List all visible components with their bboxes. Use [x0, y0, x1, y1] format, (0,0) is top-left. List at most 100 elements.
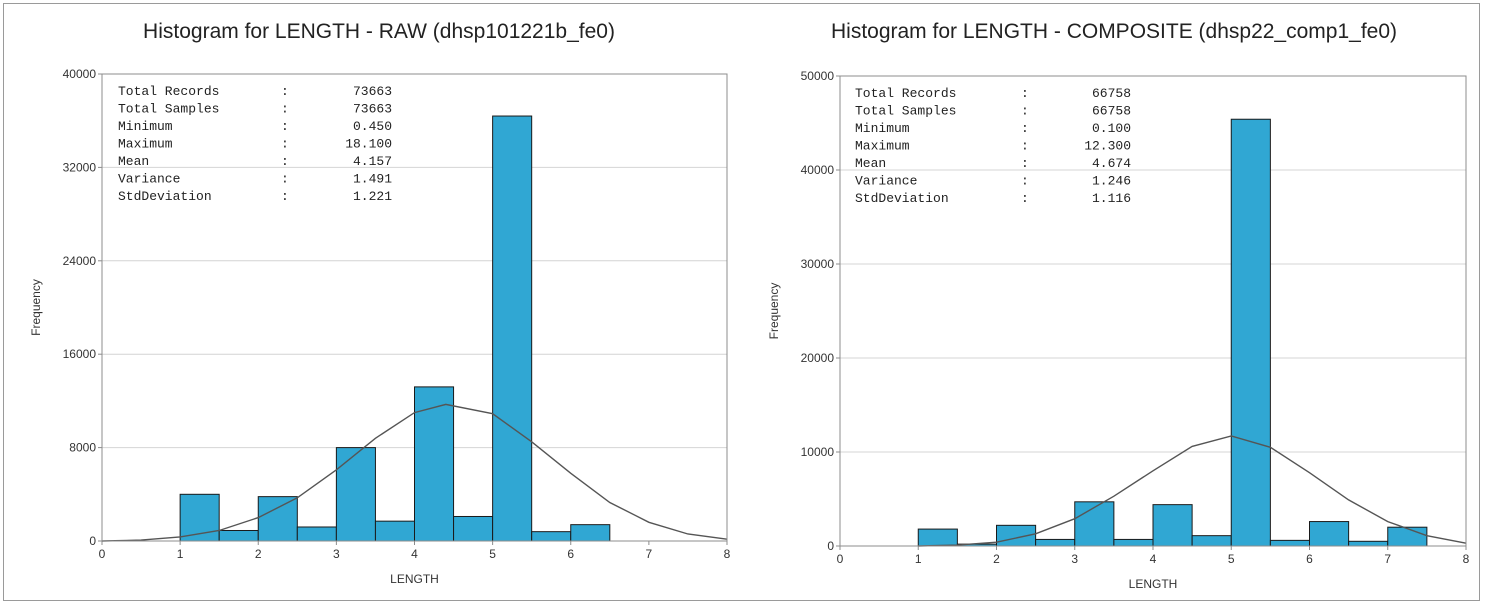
stat-label: Minimum [118, 119, 173, 134]
stat-colon: : [1021, 86, 1029, 101]
y-tick-label: 40000 [801, 163, 835, 177]
stat-value: 18.100 [345, 137, 392, 152]
stat-label: Maximum [118, 137, 173, 152]
stat-colon: : [1021, 104, 1029, 119]
stat-colon: : [1021, 174, 1029, 189]
x-tick-label: 4 [1150, 552, 1157, 566]
stat-value: 0.100 [1092, 121, 1131, 136]
y-tick-label: 50000 [801, 69, 835, 83]
normal-fit-curve [918, 435, 1467, 547]
x-tick-label: 7 [646, 547, 653, 561]
x-tick-label: 1 [177, 547, 184, 561]
stat-colon: : [281, 102, 289, 117]
stat-value: 12.300 [1084, 139, 1131, 154]
histogram-bar [296, 526, 337, 542]
y-tick-label: 8000 [69, 441, 96, 455]
y-tick-label: 32000 [63, 160, 97, 174]
histogram-bar [1191, 535, 1232, 547]
x-tick-label: 8 [1463, 552, 1470, 566]
histogram-bar [374, 520, 415, 542]
stat-value: 4.157 [353, 154, 392, 169]
y-tick-label: 10000 [801, 445, 835, 459]
histogram-bar [570, 524, 611, 542]
y-axis-label: Frequency [767, 283, 781, 340]
x-tick-label: 5 [489, 547, 496, 561]
x-axis-label: LENGTH [390, 572, 439, 586]
stat-label: Mean [118, 154, 149, 169]
histogram-bar [257, 496, 298, 542]
y-tick-label: 30000 [801, 257, 835, 271]
stat-colon: : [1021, 156, 1029, 171]
stat-label: StdDeviation [855, 191, 949, 206]
stat-value: 1.116 [1092, 191, 1131, 206]
histogram-bar [1074, 501, 1115, 547]
chart-title: Histogram for LENGTH - COMPOSITE (dhsp22… [831, 20, 1397, 43]
stat-colon: : [281, 84, 289, 99]
y-tick-label: 20000 [801, 351, 835, 365]
stat-colon: : [1021, 191, 1029, 206]
x-tick-label: 4 [411, 547, 418, 561]
stat-label: StdDeviation [118, 189, 212, 204]
stat-value: 1.246 [1092, 174, 1131, 189]
normal-fit-curve [101, 403, 728, 542]
histogram-bar [492, 115, 533, 542]
stat-value: 73663 [353, 84, 392, 99]
histogram-bar [453, 515, 494, 542]
plot-border [101, 73, 728, 542]
chart-title: Histogram for LENGTH - RAW (dhsp101221b_… [143, 20, 615, 43]
histogram-bar [335, 447, 376, 542]
histogram-bar [1152, 504, 1193, 547]
stat-colon: : [281, 119, 289, 134]
histogram-bar [218, 529, 259, 542]
y-axis-label: Frequency [29, 279, 43, 336]
x-tick-label: 0 [99, 547, 106, 561]
stat-label: Total Samples [855, 104, 956, 119]
histogram-bar [531, 531, 572, 542]
y-tick-label: 16000 [63, 347, 97, 361]
stat-colon: : [281, 189, 289, 204]
stat-value: 66758 [1092, 104, 1131, 119]
stat-label: Total Records [855, 86, 956, 101]
stat-label: Maximum [855, 139, 910, 154]
x-tick-label: 3 [1071, 552, 1078, 566]
histogram-bar [414, 386, 455, 542]
x-tick-label: 2 [255, 547, 262, 561]
stat-label: Mean [855, 156, 886, 171]
x-tick-label: 0 [837, 552, 844, 566]
x-tick-label: 7 [1384, 552, 1391, 566]
stat-label: Variance [118, 172, 180, 187]
stat-label: Variance [855, 174, 917, 189]
y-tick-label: 0 [827, 539, 834, 553]
histogram-bar [1348, 540, 1389, 547]
stat-label: Total Records [118, 84, 219, 99]
stat-value: 73663 [353, 102, 392, 117]
stat-colon: : [281, 172, 289, 187]
x-tick-label: 3 [333, 547, 340, 561]
histogram-bar [1113, 538, 1154, 547]
stat-label: Minimum [855, 121, 910, 136]
histogram-bar [917, 528, 958, 547]
stat-colon: : [281, 154, 289, 169]
histogram-composite-chart: Histogram for LENGTH - COMPOSITE (dhsp22… [767, 20, 1470, 591]
x-tick-label: 6 [567, 547, 574, 561]
plot-border [839, 75, 1467, 547]
x-tick-label: 5 [1228, 552, 1235, 566]
y-tick-label: 0 [89, 534, 96, 548]
x-tick-label: 6 [1306, 552, 1313, 566]
x-tick-label: 1 [915, 552, 922, 566]
stat-value: 1.221 [353, 189, 392, 204]
stat-value: 66758 [1092, 86, 1131, 101]
histogram-raw-chart: Histogram for LENGTH - RAW (dhsp101221b_… [29, 20, 731, 586]
stat-label: Total Samples [118, 102, 219, 117]
histogram-bar [1269, 539, 1310, 547]
x-axis-label: LENGTH [1129, 577, 1178, 591]
stat-colon: : [281, 137, 289, 152]
y-tick-label: 24000 [63, 254, 97, 268]
figure-frame: Histogram for LENGTH - RAW (dhsp101221b_… [3, 3, 1480, 601]
x-tick-label: 8 [724, 547, 731, 561]
stat-value: 0.450 [353, 119, 392, 134]
histogram-bar [1035, 538, 1076, 547]
histogram-bar [1230, 118, 1271, 547]
y-tick-label: 40000 [63, 67, 97, 81]
x-tick-label: 2 [993, 552, 1000, 566]
